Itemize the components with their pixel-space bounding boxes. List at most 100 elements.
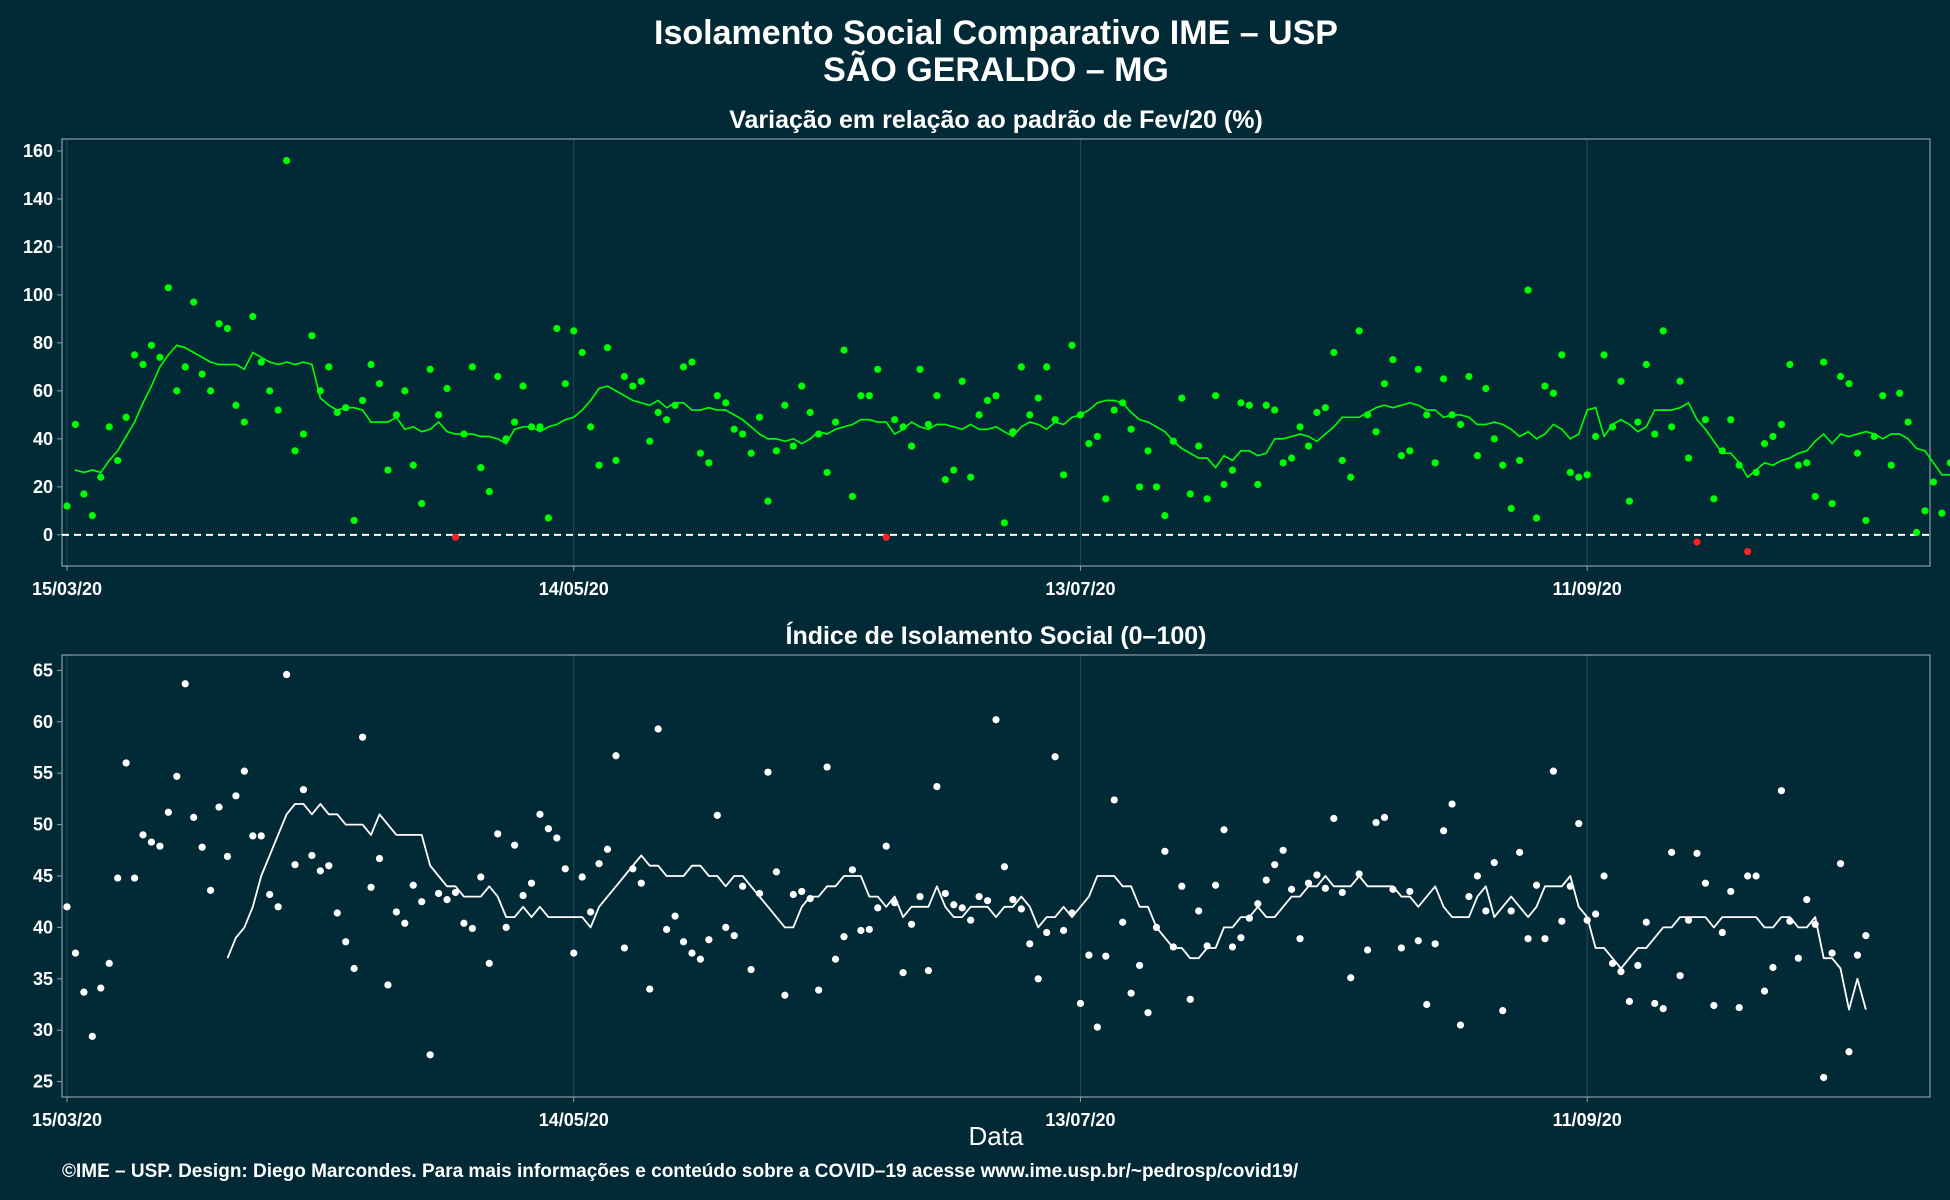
moving-average-segment	[733, 414, 744, 421]
data-point	[1102, 495, 1110, 503]
data-point	[240, 767, 248, 775]
data-point	[1541, 382, 1549, 390]
y-tick-label: 60	[33, 712, 53, 732]
moving-average-segment	[1645, 409, 1656, 428]
moving-average-segment	[1569, 433, 1580, 440]
data-point	[1338, 888, 1346, 897]
y-tick-label: 20	[33, 477, 53, 497]
data-point	[1727, 887, 1735, 896]
moving-average-segment	[175, 344, 187, 349]
data-point	[114, 874, 122, 882]
data-point	[772, 868, 781, 876]
data-point	[1169, 943, 1177, 951]
moving-average-segment	[496, 438, 507, 445]
moving-average-segment	[1561, 428, 1572, 440]
moving-average-segment	[952, 426, 964, 431]
moving-average-segment	[209, 361, 220, 366]
data-point	[206, 886, 215, 894]
data-point	[1516, 456, 1524, 465]
moving-average-segment	[969, 423, 980, 431]
data-point	[933, 392, 941, 400]
data-point	[992, 392, 1000, 400]
data-point	[1735, 461, 1743, 469]
data-point	[1372, 818, 1380, 827]
data-point	[1693, 538, 1701, 546]
x-axis-label: Data	[969, 1121, 1024, 1151]
data-point	[1803, 896, 1811, 904]
moving-average-segment	[1392, 404, 1403, 409]
data-point	[1701, 879, 1710, 887]
data-point	[1541, 935, 1549, 943]
y-tick-label: 140	[23, 189, 53, 209]
moving-average-segment	[294, 361, 305, 366]
data-point	[257, 358, 265, 366]
data-point	[1423, 1000, 1431, 1009]
data-point	[1532, 881, 1541, 889]
data-point	[308, 332, 316, 340]
moving-average-segment	[961, 423, 972, 431]
moving-average-segment	[1290, 433, 1301, 438]
data-point	[1718, 928, 1726, 937]
x-tick-label: 11/09/20	[1553, 1110, 1622, 1130]
moving-average-segment	[1206, 457, 1217, 469]
data-point	[1085, 440, 1093, 448]
data-point	[350, 516, 358, 525]
data-point	[215, 803, 223, 811]
data-point	[266, 387, 274, 395]
data-point	[646, 985, 654, 993]
data-point	[1760, 987, 1769, 995]
moving-average-segment	[252, 351, 263, 359]
y-tick-label: 65	[33, 660, 53, 680]
moving-average-segment	[657, 399, 668, 409]
data-point	[418, 898, 426, 906]
data-point	[1490, 435, 1498, 443]
data-point	[907, 920, 916, 928]
data-point	[1423, 411, 1431, 419]
moving-average-segment	[539, 426, 550, 433]
data-point	[1575, 473, 1583, 481]
data-point	[924, 966, 933, 975]
data-point	[1279, 846, 1287, 854]
moving-average-segment	[192, 351, 203, 359]
data-point	[392, 908, 400, 916]
data-point	[384, 981, 392, 989]
chart-title-line2: SÃO GERALDO – MG	[823, 51, 1169, 89]
data-point	[798, 887, 806, 896]
moving-average-segment	[125, 421, 136, 438]
data-point	[1110, 796, 1118, 804]
data-point	[435, 411, 443, 419]
data-point	[1549, 389, 1557, 397]
moving-average-segment	[1789, 452, 1800, 459]
data-point	[232, 401, 240, 409]
data-point	[1668, 423, 1676, 431]
data-point	[358, 733, 367, 741]
moving-average-segment	[1383, 404, 1394, 409]
data-point	[679, 363, 688, 371]
moving-average-segment	[243, 351, 254, 371]
data-point	[451, 533, 460, 541]
data-point	[1684, 916, 1693, 924]
data-point	[722, 399, 730, 407]
data-point	[1068, 341, 1076, 349]
data-point	[620, 944, 629, 952]
data-point	[1448, 800, 1456, 808]
data-point	[1938, 509, 1946, 517]
data-point	[696, 449, 705, 457]
data-point	[1912, 528, 1921, 537]
data-point	[1440, 827, 1448, 835]
data-point	[1803, 459, 1811, 467]
data-point	[105, 959, 113, 967]
data-point	[1009, 428, 1017, 436]
moving-average-segment	[1620, 418, 1631, 426]
data-point	[426, 1051, 434, 1059]
data-point	[1862, 932, 1870, 940]
data-point	[950, 901, 958, 909]
moving-average-segment	[1130, 411, 1141, 421]
data-point	[1321, 884, 1329, 892]
data-point	[1896, 389, 1904, 397]
moving-average-segment	[133, 402, 144, 423]
moving-average-segment	[1459, 414, 1470, 419]
data-point	[755, 413, 764, 421]
moving-average-segment	[1527, 430, 1538, 440]
data-point	[705, 936, 713, 944]
